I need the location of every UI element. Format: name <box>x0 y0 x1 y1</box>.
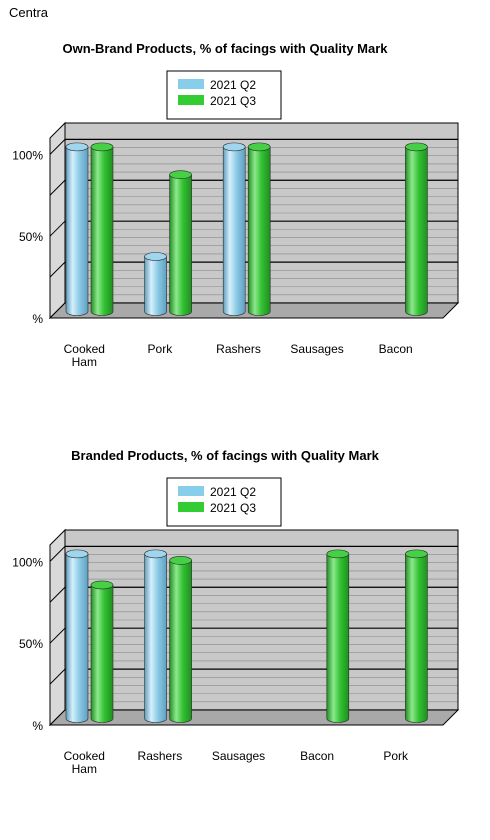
legend-label: 2021 Q3 <box>210 94 256 108</box>
bar-top <box>65 142 89 152</box>
bar-top <box>405 142 428 152</box>
branded-chart: Branded Products, % of facings with Qual… <box>12 448 460 776</box>
side-gridline <box>49 668 66 685</box>
bar-body <box>222 146 246 316</box>
bar-top <box>247 142 271 152</box>
side-gridline <box>49 261 66 278</box>
legend-swatch <box>178 502 204 512</box>
x-category-label: Pork <box>383 749 409 763</box>
legend-swatch <box>178 95 204 105</box>
legend-swatch <box>178 486 204 496</box>
y-tick-label: 100% <box>12 555 43 569</box>
bar-body <box>326 553 350 723</box>
bar-body <box>144 553 167 723</box>
legend-label: 2021 Q2 <box>210 78 256 92</box>
bar-top <box>405 549 428 559</box>
bar-body <box>405 553 428 723</box>
bar-body <box>169 560 192 723</box>
bar-body <box>65 553 89 723</box>
bar-q3 <box>169 170 192 316</box>
chart-title: Own-Brand Products, % of facings with Qu… <box>62 41 388 56</box>
bar-q2 <box>144 252 167 316</box>
bar-body <box>90 584 114 723</box>
bar-q3 <box>326 549 350 723</box>
bar-q2 <box>65 142 89 316</box>
x-category-label: Cooked <box>64 342 105 356</box>
y-tick-label: 100% <box>12 148 43 162</box>
bar-q3 <box>405 142 428 316</box>
x-category-label: Ham <box>72 355 97 369</box>
bar-top <box>222 142 246 152</box>
side-gridline <box>49 139 66 155</box>
bar-body <box>405 146 428 316</box>
bar-q2 <box>222 142 246 316</box>
bar-top <box>326 549 350 559</box>
bar-q3 <box>90 580 114 723</box>
side-gridline <box>49 179 66 196</box>
own-brand-chart: Own-Brand Products, % of facings with Qu… <box>12 41 460 369</box>
side-gridline <box>49 546 66 562</box>
bar-body <box>169 174 192 316</box>
bar-top <box>144 252 167 261</box>
side-gridline <box>49 586 66 603</box>
x-category-label: Rashers <box>138 749 183 763</box>
bar-q3 <box>405 549 428 723</box>
bar-top <box>90 142 114 152</box>
x-category-label: Rashers <box>216 342 261 356</box>
x-category-label: Ham <box>72 762 97 776</box>
x-category-label: Bacon <box>379 342 413 356</box>
bar-q3 <box>90 142 114 316</box>
bar-q3 <box>169 556 192 723</box>
bar-body <box>90 146 114 316</box>
x-category-label: Bacon <box>300 749 334 763</box>
store-name: Centra <box>9 5 49 20</box>
chart-title: Branded Products, % of facings with Qual… <box>71 448 379 463</box>
y-tick-label: % <box>32 312 43 326</box>
x-category-label: Sausages <box>212 749 265 763</box>
bar-top <box>144 549 167 559</box>
bar-top <box>90 580 114 590</box>
y-tick-label: 50% <box>19 637 43 651</box>
legend-label: 2021 Q2 <box>210 485 256 499</box>
bar-top <box>169 556 192 565</box>
legend-label: 2021 Q3 <box>210 501 256 515</box>
bar-top <box>65 549 89 559</box>
x-category-label: Pork <box>148 342 174 356</box>
bar-body <box>247 146 271 316</box>
bar-body <box>65 146 89 316</box>
bar-body <box>144 256 167 316</box>
bar-q2 <box>144 549 167 723</box>
y-tick-label: % <box>32 719 43 733</box>
x-category-label: Sausages <box>290 342 343 356</box>
legend-swatch <box>178 79 204 89</box>
bar-top <box>169 170 192 179</box>
side-gridline <box>49 220 66 237</box>
y-tick-label: 50% <box>19 230 43 244</box>
side-gridline <box>49 627 66 644</box>
x-category-label: Cooked <box>64 749 105 763</box>
bar-q3 <box>247 142 271 316</box>
bar-q2 <box>65 549 89 723</box>
